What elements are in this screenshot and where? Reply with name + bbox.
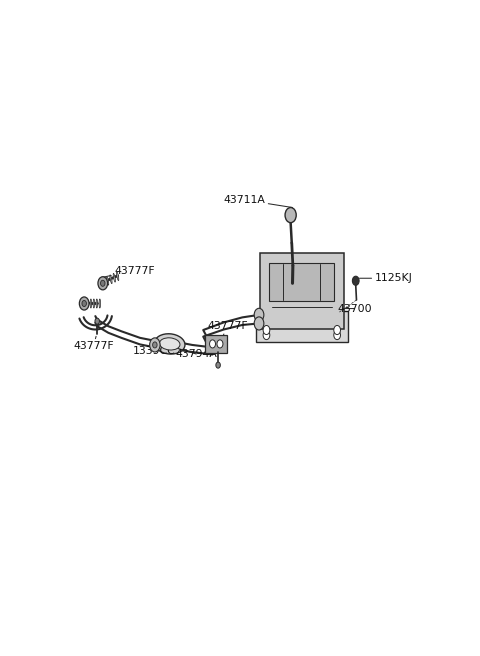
Circle shape: [150, 338, 160, 352]
Circle shape: [263, 331, 270, 340]
Circle shape: [254, 317, 264, 330]
Circle shape: [217, 340, 223, 348]
Ellipse shape: [96, 299, 97, 308]
Text: 43777F: 43777F: [73, 337, 114, 352]
FancyBboxPatch shape: [269, 263, 334, 300]
Circle shape: [263, 325, 270, 335]
Circle shape: [334, 325, 340, 335]
Circle shape: [100, 280, 105, 286]
Ellipse shape: [113, 274, 115, 282]
Text: 1125KJ: 1125KJ: [360, 274, 412, 283]
Circle shape: [334, 331, 340, 340]
Text: 1339CC: 1339CC: [132, 346, 175, 356]
Circle shape: [79, 297, 89, 310]
Ellipse shape: [99, 299, 100, 308]
Circle shape: [153, 342, 157, 348]
Text: 43794A: 43794A: [175, 348, 217, 359]
Text: 43777F: 43777F: [103, 266, 155, 277]
Ellipse shape: [90, 299, 92, 308]
Ellipse shape: [159, 338, 180, 350]
Circle shape: [98, 277, 108, 290]
Circle shape: [210, 340, 216, 348]
Circle shape: [352, 276, 359, 285]
Text: 43711A: 43711A: [224, 195, 292, 207]
Circle shape: [285, 207, 296, 222]
Ellipse shape: [155, 334, 185, 354]
FancyBboxPatch shape: [205, 335, 228, 353]
Circle shape: [82, 300, 86, 306]
Ellipse shape: [110, 275, 112, 283]
Circle shape: [216, 362, 220, 368]
Text: 43700: 43700: [337, 304, 372, 314]
Circle shape: [254, 308, 264, 321]
Circle shape: [95, 318, 99, 324]
FancyBboxPatch shape: [256, 311, 348, 342]
Ellipse shape: [117, 272, 119, 281]
FancyBboxPatch shape: [260, 253, 344, 329]
Ellipse shape: [93, 299, 95, 308]
Text: 43777F: 43777F: [207, 321, 248, 339]
Ellipse shape: [107, 276, 109, 285]
